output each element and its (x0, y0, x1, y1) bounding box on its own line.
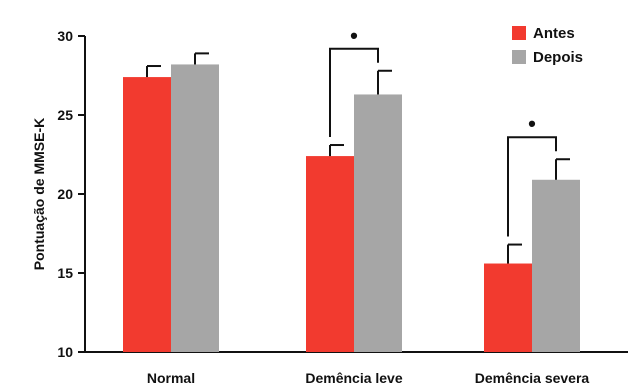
bar-depois-0 (171, 64, 219, 352)
legend-label-antes: Antes (533, 25, 575, 42)
plot-area: 10 15 20 25 30 Normal Demência leve Demência se… (57, 23, 628, 386)
x-category-label: Normal (147, 370, 195, 386)
y-tick-label-30: 30 (57, 28, 73, 44)
bar-antes-0 (123, 77, 171, 352)
legend-swatch-antes (512, 26, 526, 40)
legend-label-depois: Depois (533, 49, 583, 66)
x-category-label: Demência severa (475, 370, 590, 386)
y-tick-label-20: 20 (57, 186, 73, 202)
x-category-label: Demência leve (305, 370, 402, 386)
bar-antes-2 (484, 263, 532, 352)
y-tick-label-10: 10 (57, 344, 73, 360)
significance-marker: • (528, 111, 536, 136)
y-axis-title: Pontuação de MMSE-K (31, 118, 47, 270)
bar-antes-1 (306, 156, 354, 352)
significance-bracket (329, 47, 379, 138)
significance-marker: • (350, 23, 358, 48)
legend-swatch-depois (512, 50, 526, 64)
bar-depois-2 (532, 179, 580, 352)
y-tick-label-15: 15 (57, 265, 73, 281)
y-tick-label-25: 25 (57, 107, 73, 123)
bar-depois-1 (354, 94, 402, 353)
significance-bracket (507, 136, 557, 237)
